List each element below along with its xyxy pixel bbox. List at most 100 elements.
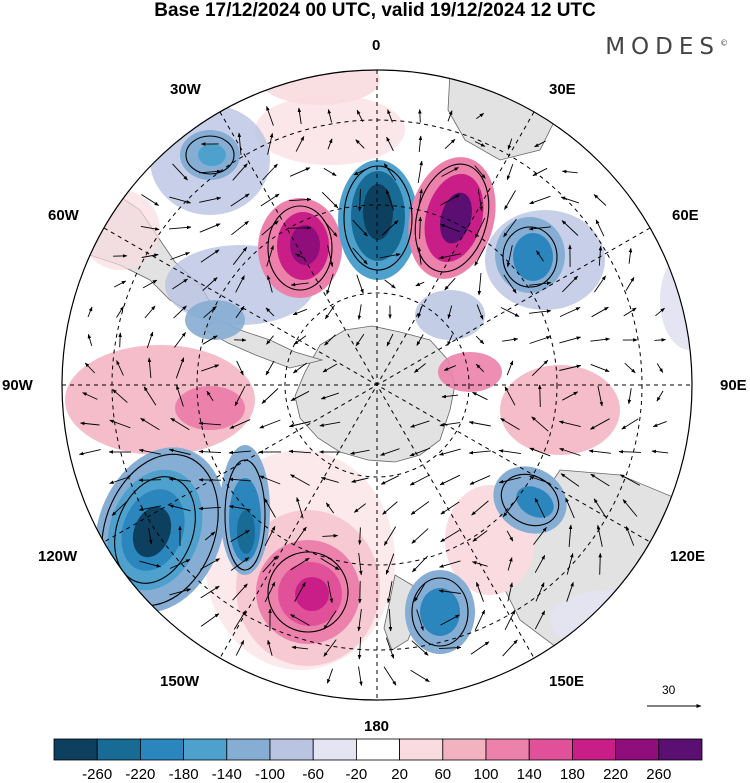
wind-vector	[535, 582, 545, 602]
wind-vector	[439, 474, 461, 486]
wind-vector	[320, 392, 339, 400]
wind-vector	[386, 581, 393, 604]
wind-vector	[168, 504, 191, 512]
wind-vector	[591, 306, 609, 318]
wind-vector	[410, 501, 430, 515]
wind-vector	[200, 558, 220, 570]
wind-vector	[231, 220, 249, 236]
wind-vector	[352, 219, 368, 237]
colorbar-tick-label: -100	[254, 766, 286, 783]
wind-vector	[504, 190, 516, 210]
wind-vector	[143, 386, 157, 406]
wind-vector	[560, 196, 580, 204]
lon-label-120w: 120W	[38, 548, 78, 565]
wind-vector	[355, 139, 365, 149]
wind-vector	[148, 528, 153, 545]
wind-vector	[447, 110, 453, 122]
wind-vector	[388, 608, 393, 632]
wind-vector	[561, 275, 579, 293]
wind-vector	[652, 420, 667, 428]
wind-vector	[204, 531, 216, 541]
wind-vector	[593, 194, 607, 206]
wind-vector	[290, 557, 310, 571]
wind-vector	[438, 589, 461, 594]
wind-vector	[444, 277, 456, 291]
wind-vector	[529, 195, 551, 205]
wind-vector	[386, 333, 394, 347]
wind-vector	[383, 526, 397, 546]
wind-vector	[168, 225, 192, 230]
wind-vector	[169, 196, 192, 204]
wind-vector	[260, 193, 280, 207]
wind-vector	[559, 336, 582, 344]
wind-vector	[199, 196, 222, 203]
antarctica-land	[294, 325, 456, 463]
map-boundary	[61, 69, 693, 701]
wind-vector	[198, 421, 222, 426]
wind-vector	[440, 614, 460, 626]
wind-vector	[266, 335, 274, 345]
colorbar-swatch	[442, 738, 487, 761]
wind-vector	[477, 272, 482, 296]
wind-vector	[327, 138, 333, 150]
wind-vector	[140, 417, 160, 431]
wind-vector	[203, 305, 217, 319]
brand-text: MODES	[605, 34, 720, 60]
wind-vector	[288, 197, 312, 202]
wind-vector	[170, 417, 190, 431]
wind-vector	[295, 135, 305, 152]
wind-vector	[144, 305, 156, 319]
wind-vector	[288, 449, 312, 454]
wind-vector	[350, 449, 370, 455]
colorbar-swatch	[312, 738, 357, 761]
wind-vector	[502, 337, 519, 342]
wind-vector	[265, 307, 275, 317]
wind-vector	[324, 304, 336, 320]
wind-vector	[415, 281, 425, 287]
wind-vector	[379, 253, 401, 259]
lon-label-0: 0	[372, 37, 381, 54]
wind-vector	[439, 560, 461, 568]
wind-vector	[503, 218, 517, 238]
wind-vector	[232, 583, 248, 601]
wind-vector	[357, 527, 362, 545]
wind-vector	[357, 636, 362, 660]
wind-vector	[172, 163, 188, 181]
wind-vector	[566, 552, 574, 575]
wind-vector	[206, 390, 214, 402]
low-center-5	[180, 130, 240, 180]
wind-vector	[262, 555, 278, 573]
wind-vector	[138, 448, 161, 455]
wind-vector	[383, 666, 397, 686]
wind-vector	[232, 163, 248, 181]
wind-vector	[267, 275, 273, 293]
wind-vector	[266, 245, 274, 267]
map-title: Base 17/12/2024 00 UTC, valid 19/12/2024…	[154, 0, 596, 21]
wind-vector	[439, 223, 460, 233]
wind-vector	[140, 225, 160, 231]
wind-vector	[534, 497, 546, 519]
wind-vector	[169, 588, 192, 596]
wind-vector	[198, 506, 222, 511]
colorbar-swatch	[485, 738, 530, 761]
wind-vector	[477, 189, 483, 212]
wind-vector	[475, 363, 485, 373]
wind-vector	[294, 582, 306, 602]
wind-vector	[440, 194, 460, 206]
wind-vector	[290, 390, 310, 402]
wind-vector	[200, 249, 220, 263]
wind-vector	[325, 502, 335, 514]
wind-vector	[625, 277, 635, 291]
wind-vector	[412, 555, 428, 573]
wind-vector	[327, 581, 334, 604]
wind-vector	[619, 474, 640, 486]
wind-vector	[383, 163, 397, 181]
wind-vector	[292, 308, 308, 316]
wind-vector	[590, 337, 611, 342]
wind-vector	[290, 474, 310, 486]
wind-vector	[80, 421, 100, 426]
wind-vector	[596, 524, 603, 547]
wind-vector	[504, 609, 516, 631]
wind-vector	[387, 109, 393, 123]
wind-vector	[656, 390, 664, 402]
